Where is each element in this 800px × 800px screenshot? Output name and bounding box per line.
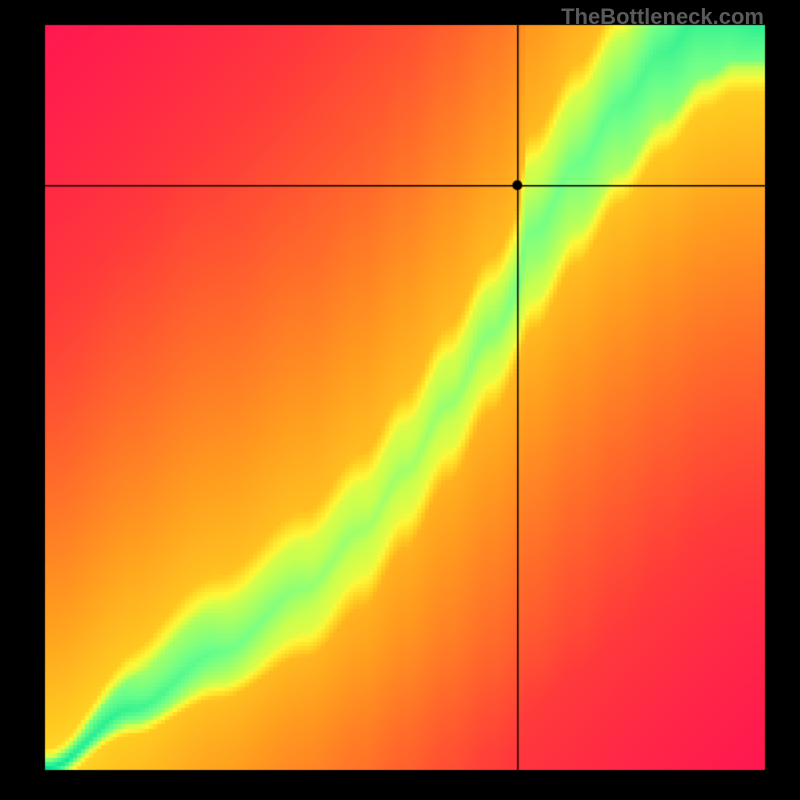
chart-container: TheBottleneck.com	[0, 0, 800, 800]
watermark-text: TheBottleneck.com	[561, 4, 764, 30]
crosshair-overlay	[0, 0, 800, 800]
